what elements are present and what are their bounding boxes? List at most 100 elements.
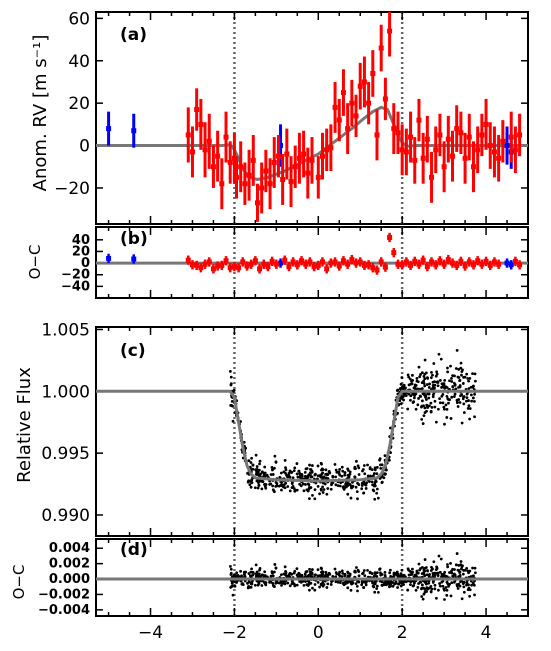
- panel-c-point: [416, 403, 420, 407]
- panel-c-point: [354, 485, 358, 489]
- panel-a-point: [487, 143, 493, 149]
- panel-c-point: [296, 475, 300, 479]
- panel-d-point: [445, 588, 449, 592]
- panel-a-point: [382, 96, 388, 102]
- panel-a-point: [280, 176, 286, 182]
- panel-c-point: [288, 489, 292, 493]
- panel-c-point: [465, 392, 469, 396]
- panel-b-point: [433, 262, 439, 268]
- panel-d-point: [235, 571, 239, 575]
- panel-d-point: [409, 583, 412, 587]
- panel-d-point: [456, 587, 460, 590]
- panel-c-point: [429, 401, 433, 405]
- panel-b-point: [198, 265, 204, 271]
- panel-c-point: [295, 488, 299, 492]
- panel-c-point: [231, 419, 235, 423]
- panel-d-point: [342, 581, 346, 585]
- panel-d-point: [446, 563, 449, 566]
- panel-c-point: [428, 382, 431, 386]
- panel-d-point: [426, 569, 430, 573]
- panel-c-point: [414, 407, 418, 411]
- panel-d-point: [420, 586, 424, 590]
- panel-c-point: [320, 462, 323, 466]
- panel-c-point: [467, 404, 471, 408]
- panel-b-point: [512, 258, 518, 264]
- panel-d-point: [425, 590, 428, 593]
- panel-a-point: [387, 28, 393, 34]
- panel-d-ytick-label-2: 0.000: [49, 572, 90, 587]
- panel-d-point: [439, 557, 443, 561]
- panel-c-point: [440, 386, 443, 389]
- panel-a-point: [458, 130, 464, 136]
- panel-a-ylabel: Anom. RV [m s⁻¹]: [30, 35, 51, 192]
- panel-c-point: [465, 372, 469, 376]
- panel-d-point: [273, 563, 277, 566]
- panel-a-point: [361, 79, 367, 85]
- panel-c-point: [470, 399, 474, 403]
- panel-c-point: [253, 486, 257, 490]
- panel-c-point: [431, 373, 434, 377]
- panel-c-point: [447, 401, 450, 405]
- panel-d-point: [295, 583, 299, 587]
- panel-c-point: [466, 377, 470, 380]
- panel-c-point: [426, 376, 430, 380]
- panel-c-point: [455, 398, 459, 402]
- panel-c-point: [250, 478, 254, 482]
- panel-a-point: [508, 134, 514, 140]
- panel-c-point: [251, 463, 255, 467]
- panel-c-point: [422, 374, 426, 378]
- panel-c-point: [435, 380, 439, 384]
- panel-c-point: [274, 480, 278, 484]
- panel-c-point: [468, 407, 472, 410]
- panel-c-point: [438, 401, 442, 405]
- panel-d-point: [463, 568, 467, 572]
- panel-c-point: [360, 484, 364, 487]
- panel-c-point: [249, 485, 253, 489]
- panel-c-point: [363, 483, 367, 486]
- panel-d-point: [372, 582, 376, 586]
- panel-c-point: [451, 385, 455, 388]
- panel-c-point: [229, 382, 233, 386]
- panel-c-point: [269, 473, 273, 476]
- panel-c-point: [340, 474, 344, 478]
- panel-d-point: [247, 585, 250, 589]
- panel-d-point: [472, 583, 476, 587]
- panel-b-point: [261, 261, 267, 267]
- panel-d-point: [334, 580, 338, 584]
- panel-a-point: [238, 164, 244, 170]
- panel-d-point: [443, 588, 446, 592]
- panel-d-point: [457, 569, 461, 572]
- panel-c-point: [260, 479, 263, 483]
- panel-c-point: [375, 472, 379, 476]
- panel-c-point: [313, 473, 317, 477]
- panel-c-point: [322, 488, 326, 491]
- panel-d-ytick-label-1: −0.002: [38, 587, 90, 602]
- panel-b-point: [315, 262, 321, 268]
- panel-a-point: [328, 145, 334, 151]
- panel-d-point: [375, 574, 379, 578]
- panel-d-point: [449, 594, 453, 598]
- panel-d-point: [228, 565, 232, 568]
- panel-d-point: [329, 583, 333, 586]
- panel-d-point: [437, 554, 441, 558]
- panel-a-point: [278, 143, 284, 149]
- panel-c-point: [301, 482, 305, 486]
- panel-c-point: [424, 394, 428, 398]
- panel-d-point: [427, 581, 431, 585]
- panel-c-point: [450, 380, 454, 383]
- panel-c-point: [346, 468, 350, 472]
- panel-c-point: [457, 367, 461, 371]
- panel-c-point: [283, 486, 287, 490]
- panel-d-point: [293, 583, 297, 587]
- panel-d-point: [233, 580, 236, 584]
- panel-c-point: [402, 383, 406, 387]
- panel-d-point: [447, 585, 450, 588]
- panel-d-point: [380, 572, 384, 576]
- panel-a-point: [441, 164, 447, 170]
- panel-c-point: [467, 387, 471, 390]
- panel-d-point: [465, 583, 468, 587]
- panel-b-point: [286, 264, 292, 270]
- panel-d-point: [436, 574, 440, 577]
- panel-d-point: [391, 584, 395, 588]
- panel-d-point: [282, 572, 286, 576]
